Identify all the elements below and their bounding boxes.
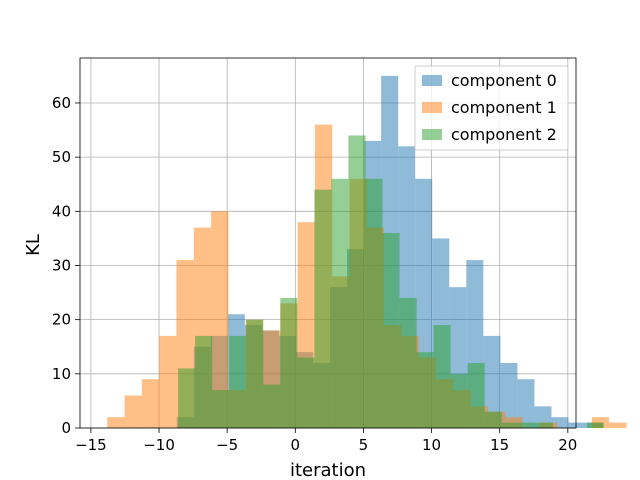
histogram-bar [505,417,523,428]
legend-swatch [422,75,442,86]
x-axis-label: iteration [290,460,366,480]
histogram-bar [501,422,519,428]
histogram-bar [450,373,468,428]
x-tick-label: 0 [291,436,301,454]
histogram-bar [518,422,536,428]
histogram-bar [211,211,229,428]
y-tick-label: 30 [52,256,71,274]
histogram-bar [399,297,417,428]
histogram-bar [483,335,501,428]
histogram-bar [280,297,298,428]
ticks-layer: −15 −10 −5 0 5 10 15 20 0 10 20 30 40 50 60 [52,94,577,454]
x-tick-label: 5 [359,436,369,454]
series-2-bars [178,135,604,429]
plot-frame [79,57,577,429]
histogram-bar [212,390,230,428]
legend-box [414,65,569,151]
histogram-bar [382,232,400,428]
histogram-bar [195,335,213,428]
histogram-bar [586,422,604,428]
histogram-bar [365,178,383,428]
legend-label: component 0 [451,71,557,90]
x-tick-label: −5 [216,436,238,454]
histogram-bar [433,325,451,428]
histogram-bar [609,422,627,428]
histogram-bar [159,335,177,428]
histogram-bar [141,379,160,428]
x-tick-label: 15 [490,436,509,454]
histogram-bar [348,135,366,429]
histogram-bar [314,189,332,428]
histogram-bar [124,395,142,428]
x-tick-label: −15 [75,436,107,454]
histogram-bar [331,178,349,428]
histogram-bar [107,417,125,428]
y-tick-label: 0 [61,419,71,437]
x-tick-label: 10 [422,436,441,454]
histogram-bar [297,357,315,428]
x-tick-label: −10 [143,436,175,454]
histogram-bar [484,411,502,428]
histogram-bar [568,422,586,428]
histogram-bar [229,335,247,428]
histogram-bar [517,379,535,428]
legend-label: component 1 [451,98,557,117]
x-tick-label: 20 [558,436,577,454]
y-tick-label: 50 [52,148,71,166]
histogram-bar [591,417,610,428]
y-tick-label: 60 [52,94,71,112]
histogram-bar [246,319,264,428]
bars-layer [107,75,627,429]
y-tick-label: 40 [52,202,71,220]
histogram-bar [416,352,434,428]
histogram-bar [263,384,281,428]
y-axis-label: KL [23,234,44,256]
histogram-bar [467,362,485,428]
y-tick-label: 20 [52,311,71,329]
histogram-bar [551,417,569,428]
legend: component 0 component 1 component 2 [414,65,569,151]
legend-swatch [422,129,442,140]
histogram-bar [535,422,553,428]
legend-label: component 2 [451,125,557,144]
histogram-bar [178,368,196,428]
y-tick-label: 10 [52,365,71,383]
legend-swatch [422,102,442,113]
